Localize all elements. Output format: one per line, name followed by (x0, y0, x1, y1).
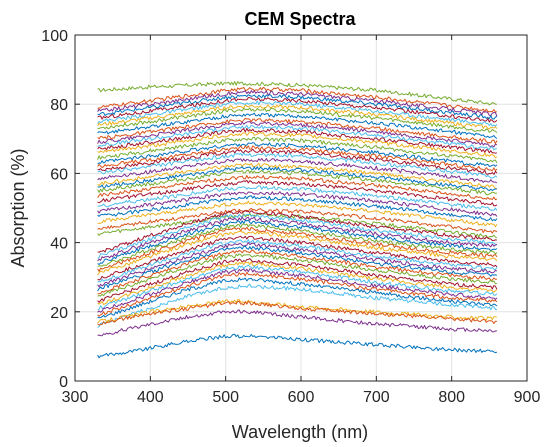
y-tick-label: 80 (50, 97, 68, 114)
spectrum-line (97, 90, 498, 117)
x-tick-label: 500 (212, 389, 239, 406)
spectrum-line (97, 230, 498, 276)
spectrum-line (97, 166, 497, 191)
spectrum-line (97, 158, 498, 184)
spectrum-line (97, 142, 498, 167)
spectrum-line (97, 136, 498, 164)
spectrum-line (97, 86, 497, 113)
spectrum-line (97, 253, 498, 297)
spectrum-line (97, 299, 498, 324)
spectrum-line (97, 124, 497, 151)
spectrum-line (97, 268, 498, 313)
spectrum-line (97, 235, 498, 281)
ticks: 300 400 500 600 700 800 900 0 20 40 60 80 100 (41, 28, 540, 406)
spectrum-line (97, 261, 498, 306)
x-tick-label: 900 (514, 389, 541, 406)
x-tick-label: 600 (288, 389, 315, 406)
spectrum-line (97, 100, 498, 127)
spectrum-line (97, 145, 498, 172)
y-tick-label: 20 (50, 305, 68, 322)
spectrum-line (97, 226, 498, 272)
x-tick-label: 400 (137, 389, 164, 406)
spectrum-line (97, 94, 498, 120)
spectrum-line (97, 258, 498, 303)
y-axis-label: Absorption (%) (8, 148, 28, 267)
spectrum-line (97, 200, 498, 228)
spectrum-line (97, 169, 497, 196)
spectrum-line (97, 152, 498, 179)
spectrum-line (97, 264, 498, 311)
spectrum-line (97, 121, 497, 148)
y-tick-label: 60 (50, 166, 68, 183)
spectrum-line (97, 107, 498, 134)
spectrum-line (97, 223, 498, 267)
y-tick-label: 40 (50, 236, 68, 253)
spectrum-line (97, 212, 498, 239)
spectrum-line (97, 148, 498, 175)
y-tick-label: 0 (59, 374, 68, 391)
spectrum-line (97, 249, 497, 295)
spectrum-line (97, 112, 498, 139)
x-tick-label: 700 (363, 389, 390, 406)
y-tick-label: 100 (41, 28, 68, 45)
x-tick-label: 300 (62, 389, 89, 406)
x-axis-label: Wavelength (nm) (232, 422, 368, 442)
spectrum-line (97, 245, 497, 292)
spectrum-line (97, 127, 498, 154)
spectrum-line (97, 216, 498, 262)
spectrum-line (97, 191, 498, 217)
spectrum-line (97, 333, 498, 359)
spectrum-line (97, 104, 498, 130)
spectrum-line (97, 219, 498, 265)
spectrum-line (97, 207, 498, 234)
x-tick-label: 800 (438, 389, 465, 406)
series-layer (97, 81, 498, 359)
spectrum-line (97, 185, 498, 211)
spectrum-line (97, 162, 498, 190)
spectrum-line (97, 97, 498, 123)
spectrum-line (97, 242, 498, 288)
spectrum-line (97, 309, 497, 337)
spectrum-line (97, 210, 497, 253)
spectrum-line (97, 213, 497, 259)
spectrum-line (97, 271, 498, 317)
spectrum-line (97, 117, 498, 145)
spectrum-line (97, 81, 497, 106)
chart-title: CEM Spectra (244, 9, 356, 29)
spectrum-line (97, 179, 498, 207)
spectrum-line (97, 131, 498, 159)
spectrum-line (97, 239, 498, 283)
spectrum-line (97, 277, 498, 319)
spectrum-line (97, 300, 497, 326)
spectrum-line (97, 195, 498, 222)
spectrum-line (97, 283, 498, 328)
spectrum-line (97, 175, 498, 201)
